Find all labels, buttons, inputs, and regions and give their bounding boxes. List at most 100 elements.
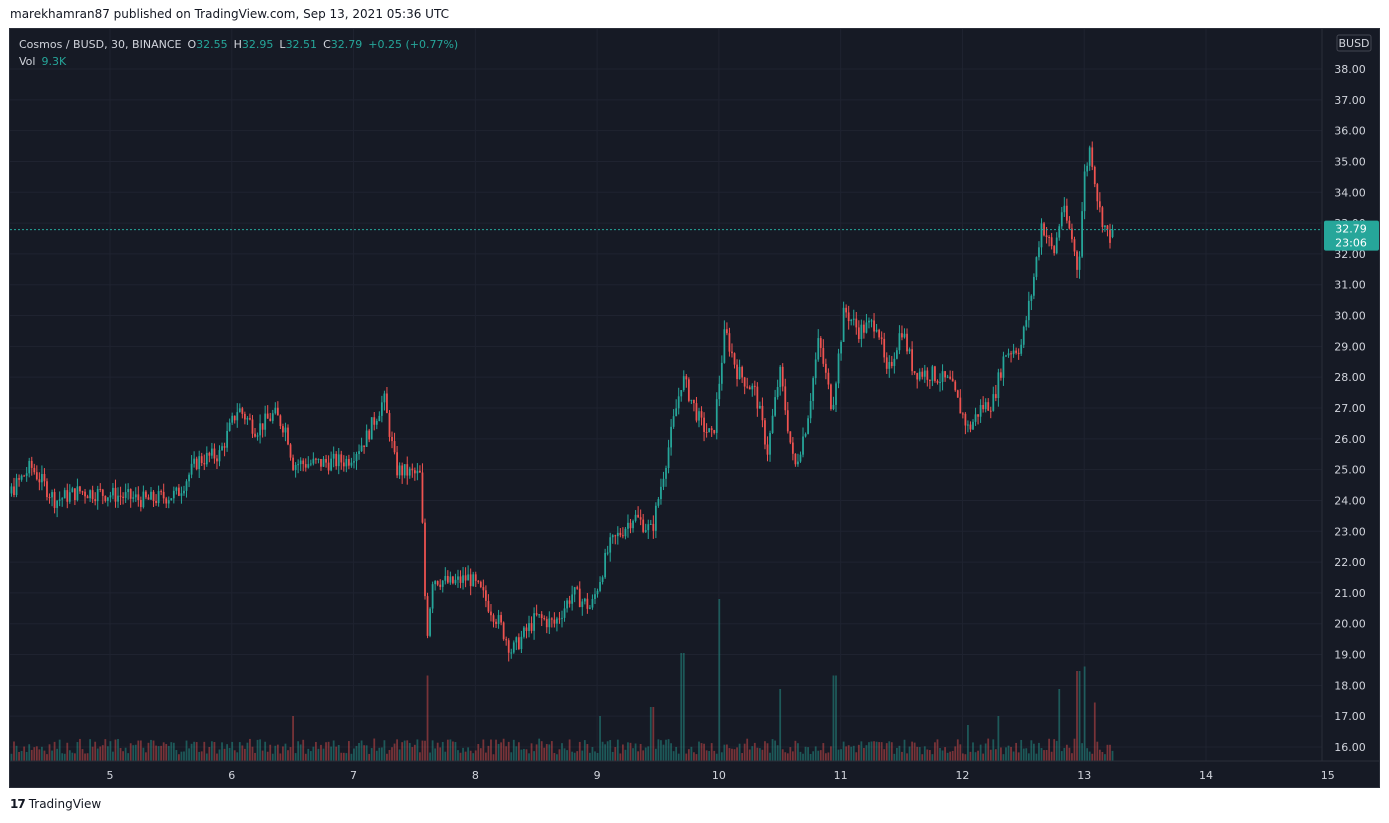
volume-bar [307,748,310,761]
candle-body [733,353,736,365]
volume-bar [380,747,383,761]
volume-bar [837,749,840,761]
volume-bar [1081,743,1083,761]
time-axis-bg [10,761,1379,787]
volume-bar [632,748,634,761]
symbol-label[interactable]: Cosmos / BUSD, 30, BINANCE [19,38,182,51]
candle-body [606,552,609,554]
volume-bar [1071,753,1073,761]
candle-body [964,413,967,426]
volume-bar [335,746,338,761]
volume-bar [556,754,558,761]
volume-bar [175,750,178,761]
candle-body [538,614,541,616]
candle-body [284,427,287,433]
candle-body [987,402,990,411]
volume-bar [1111,750,1114,761]
volume-bar [223,748,226,761]
volume-bar [162,742,165,761]
volume-label[interactable]: Vol [19,55,36,68]
volume-bar [665,739,667,761]
volume-bar [302,739,305,761]
volume-bar [868,742,870,761]
candle-body [208,452,211,456]
candle-body [969,424,972,430]
volume-bar [845,746,848,761]
volume-bar [982,753,985,761]
volume-bar [779,689,782,761]
candle-body [824,363,827,373]
candle-body [906,333,908,352]
candle-body [495,621,497,625]
volume-bar [170,742,173,761]
candle-body [84,491,86,497]
volume-bar [893,753,896,761]
time-axis[interactable]: 6:0056789101112131415 [10,760,1379,787]
time-tick-label: 14 [1199,769,1213,782]
candle-body [1055,237,1058,254]
time-tick-label: 7 [350,769,357,782]
candle-body [601,577,604,582]
volume-bar [814,746,817,761]
currency-badge[interactable]: BUSD [1336,34,1372,52]
candle-body [30,460,33,468]
candle-body [873,320,875,332]
volume-bar [934,742,936,761]
footer-brand[interactable]: 17 TradingView [10,797,101,811]
candle-body [523,627,525,637]
volume-bar [756,747,759,761]
volume-bar [401,742,404,761]
candle-body [726,329,728,334]
volume-bar [827,752,830,761]
candlestick-chart[interactable]: 16.00 17.00 18.00 19.00 20.00 21.00 22.00 23.00… [10,29,1379,787]
candle-body [698,411,700,421]
candle-body [358,451,360,454]
volume-bar [1098,749,1101,761]
volume-bar [33,747,36,761]
volume-bar [629,742,632,761]
candle-body [654,505,657,531]
volume-bar [383,740,386,761]
volume-bar [578,741,581,761]
price-axis[interactable]: 16.00 17.00 18.00 19.00 20.00 21.00 22.00 23.00… [1321,29,1379,761]
ohlc-legend-row: Cosmos / BUSD, 30, BINANCE O32.55 H32.95 L3… [19,36,458,53]
candle-body [441,580,444,587]
volume-bar [454,742,457,761]
chart-pane[interactable]: Cosmos / BUSD, 30, BINANCE O32.55 H32.95 L3… [9,28,1380,788]
volume-bar [502,738,505,761]
candle-body [797,461,799,465]
volume-bar [1106,744,1109,761]
price-tick-label: 31.00 [1334,279,1366,292]
volume-bar [695,754,698,761]
volume-bar [530,743,533,761]
candle-body [1005,355,1007,357]
volume-bar [680,653,683,761]
candle-body [127,489,130,493]
volume-bar [774,740,776,761]
bar-countdown: 23:06 [1335,237,1367,250]
price-tick-label: 38.00 [1334,63,1366,76]
volume-bar [984,743,987,761]
volume-bar [254,752,256,761]
candle-body [325,459,327,463]
volume-bar [416,739,419,761]
volume-bar [548,744,551,761]
candle-body [837,353,840,384]
candle-body [548,618,551,628]
candle-body [251,419,254,434]
volume-bar [213,742,216,761]
candle-body [865,322,868,333]
volume-bar [363,745,365,761]
candle-body [340,454,343,463]
candle-body [992,394,995,411]
candle-body [401,465,404,476]
volume-bar [449,739,452,761]
volume-bar [490,739,492,761]
price-tick-label: 25.00 [1334,464,1366,477]
candle-body [533,613,535,631]
candle-body [147,497,150,500]
volume-bar [284,743,287,761]
candle-body [1043,223,1045,236]
volume-bar [906,753,908,761]
volume-bar [857,744,860,761]
